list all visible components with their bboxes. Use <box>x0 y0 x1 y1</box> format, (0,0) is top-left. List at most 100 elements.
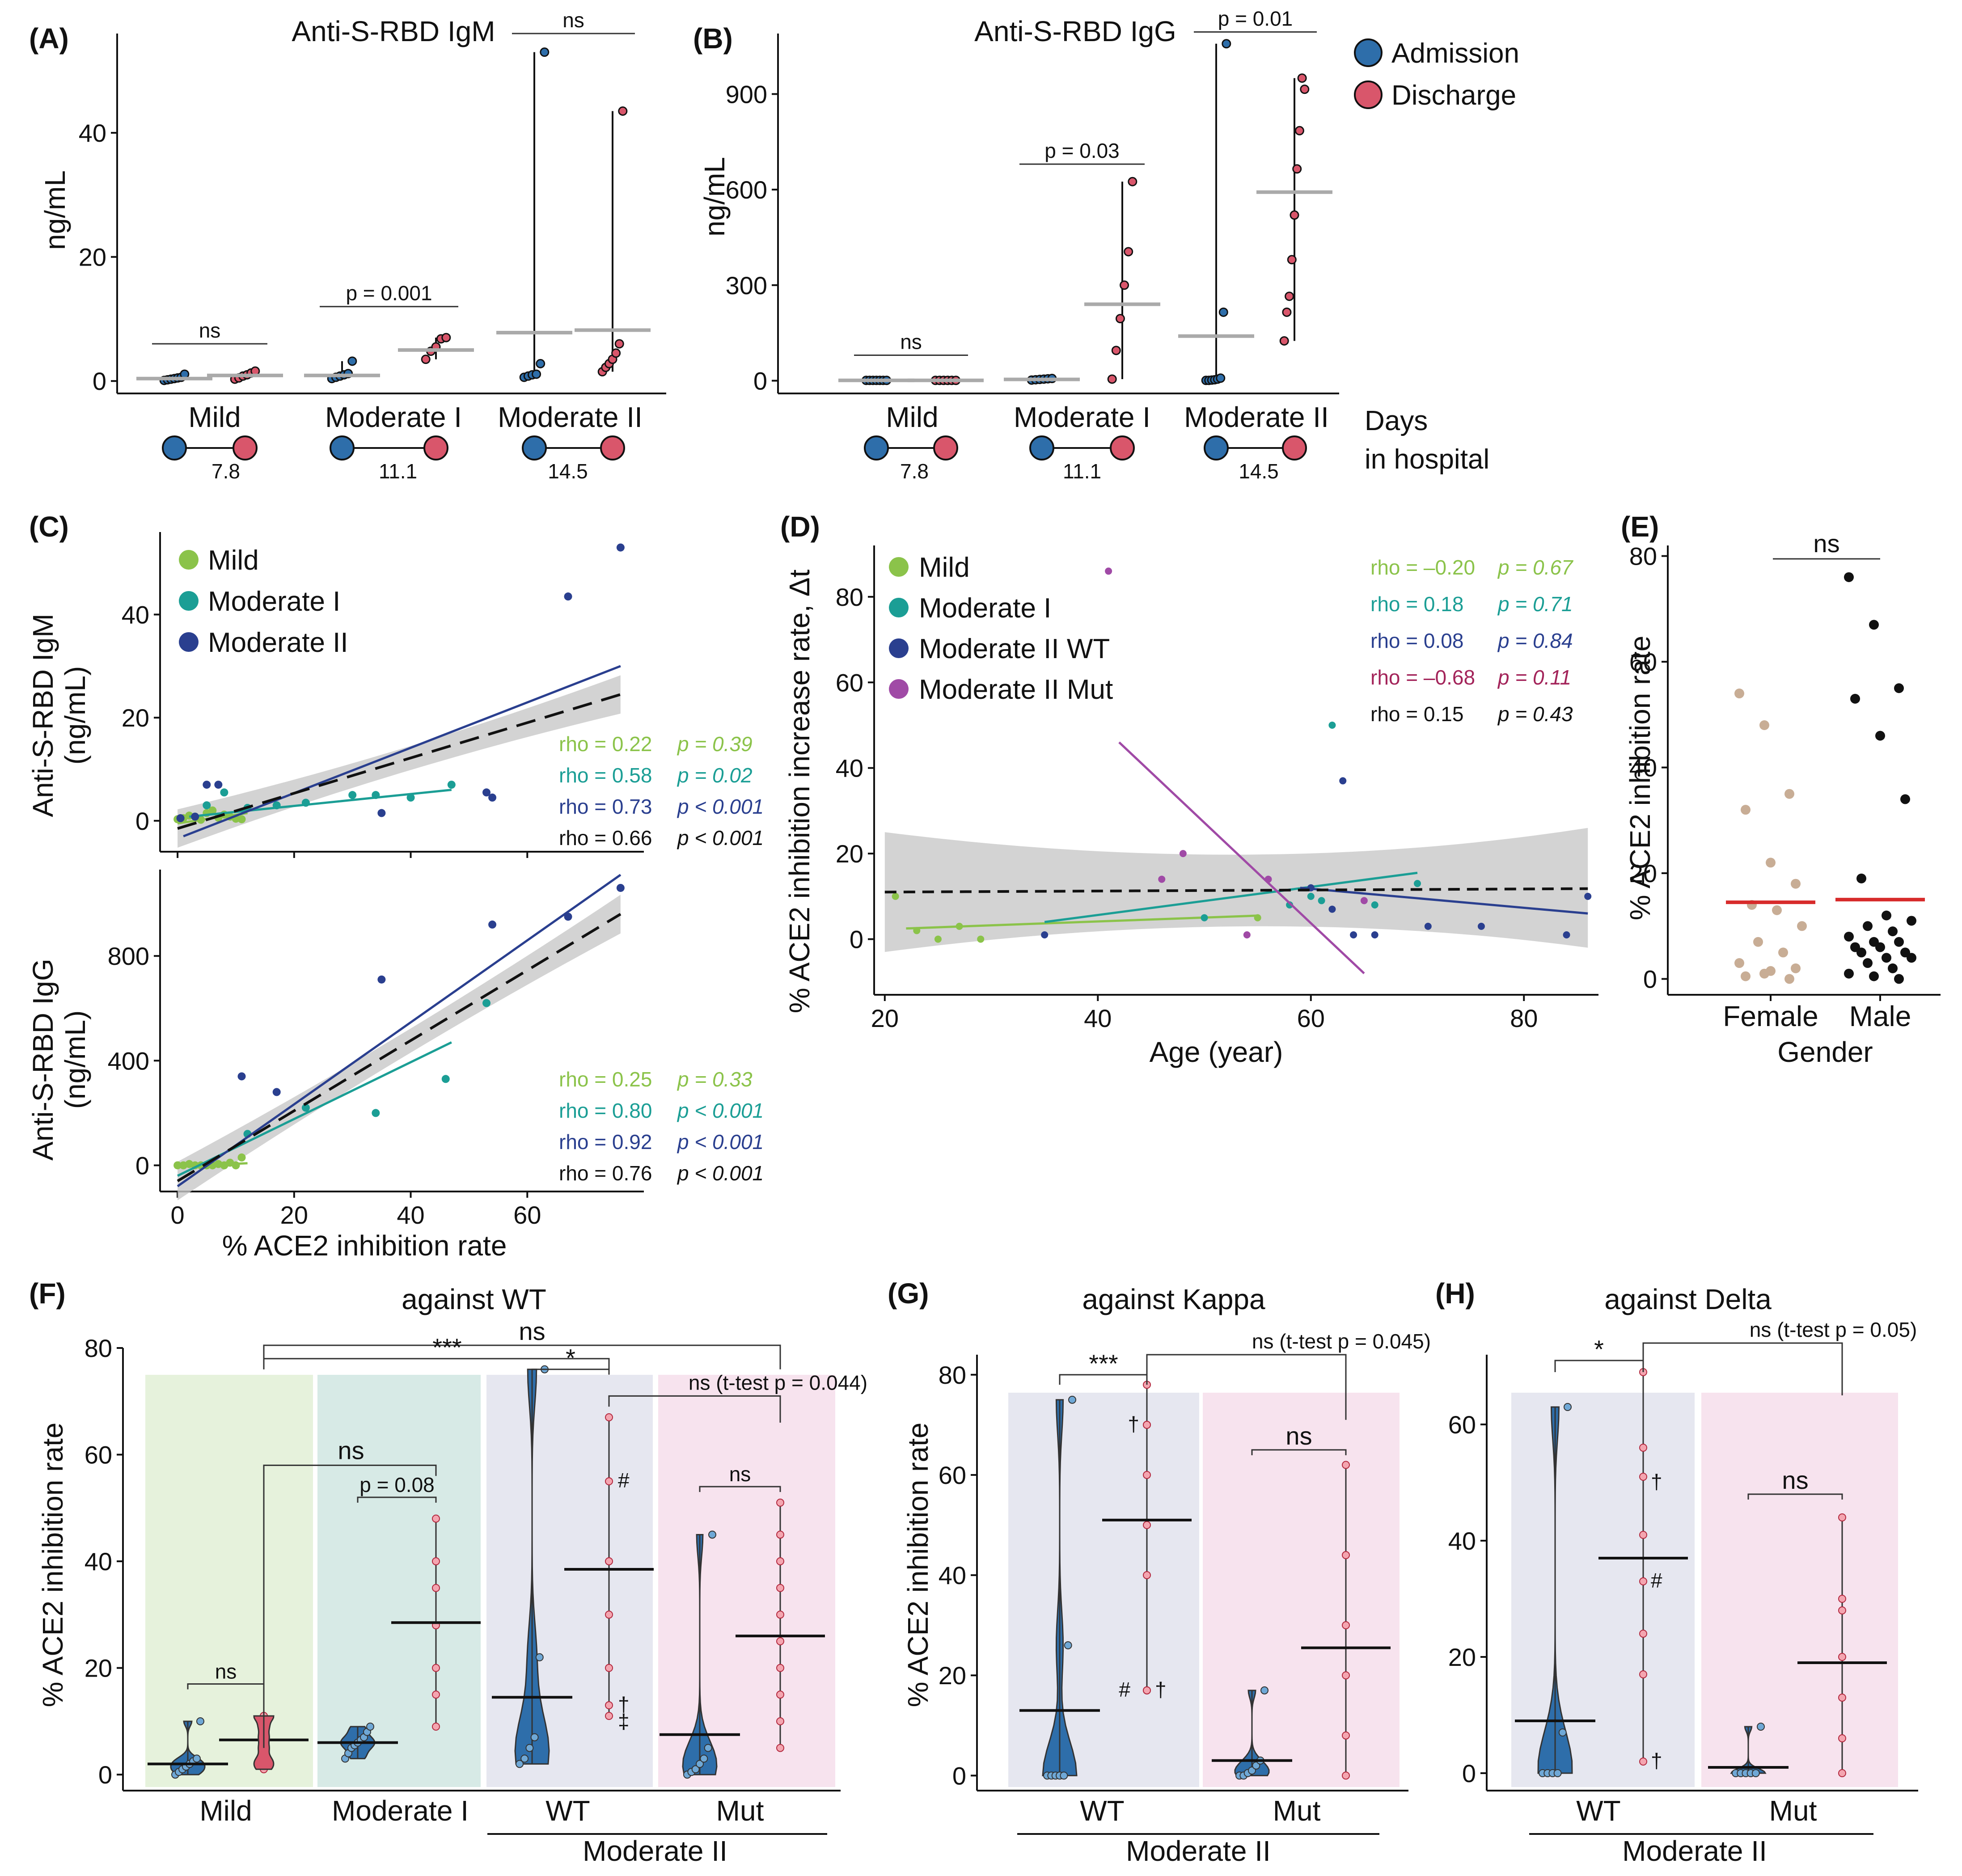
fit-line <box>183 665 621 837</box>
comparison-label: ns (t-test p = 0.045) <box>1252 1330 1431 1353</box>
stat-p: p < 0.001 <box>677 1099 764 1122</box>
data-point <box>432 1584 440 1592</box>
data-point <box>776 1717 784 1725</box>
data-point <box>776 1664 784 1672</box>
stat-rho: rho = 0.22 <box>559 732 652 756</box>
stat-p: p < 0.001 <box>677 795 764 818</box>
panel-d: (D) % ACE2 inhibition increase rate, Δt … <box>780 511 1283 1068</box>
data-point <box>1222 39 1231 49</box>
data-point <box>1894 974 1904 984</box>
data-point <box>1900 794 1910 804</box>
panel-c-top-ytick-label: 20 <box>122 704 149 732</box>
group-background <box>1203 1393 1400 1787</box>
panel-d-ytick-label: 80 <box>836 583 863 611</box>
data-point <box>1371 931 1378 938</box>
data-point <box>1734 689 1744 699</box>
data-point <box>1838 1769 1846 1777</box>
comparison-bracket <box>1747 1493 1843 1500</box>
data-point <box>1791 963 1801 973</box>
panel-e-ytick-label: 80 <box>1629 542 1657 570</box>
data-point <box>372 1109 380 1117</box>
legend-1-icon <box>889 598 909 617</box>
stat-rho: rho = 0.58 <box>559 764 652 787</box>
data-point <box>704 1744 712 1752</box>
data-point <box>1328 722 1336 729</box>
data-point <box>447 781 456 789</box>
data-point <box>892 892 899 900</box>
panel-8-ytick-label: 60 <box>1448 1411 1476 1439</box>
overall-fit-line <box>884 887 1588 894</box>
data-point <box>605 1664 613 1672</box>
data-point <box>432 1557 440 1566</box>
panel-7-ytick-label: 40 <box>939 1561 966 1589</box>
data-point <box>1124 247 1133 257</box>
panel-c-letter: (C) <box>29 511 69 543</box>
comparison-label: p = 0.001 <box>346 282 432 305</box>
data-point <box>1285 292 1294 301</box>
footnote-mark: † <box>1651 1470 1662 1493</box>
legend-2-icon <box>889 638 909 658</box>
data-point <box>1734 958 1744 968</box>
data-point <box>441 1075 450 1083</box>
data-point <box>532 369 541 379</box>
data-point <box>1838 1513 1846 1521</box>
data-point <box>1907 953 1916 963</box>
panel-g-group-label: Moderate II <box>1126 1835 1271 1867</box>
data-point <box>272 1088 281 1096</box>
data-point <box>1128 177 1137 186</box>
comparison-label: * <box>566 1344 575 1372</box>
data-point <box>776 1557 784 1566</box>
comparison-label: ns <box>1782 1466 1808 1494</box>
data-point <box>1639 1758 1647 1766</box>
panel-8-ytick-label: 20 <box>1448 1643 1476 1671</box>
panel-1-ytick-label: 0 <box>753 367 767 395</box>
comparison-label: ns <box>900 330 922 354</box>
data-point <box>1260 1686 1269 1694</box>
data-point <box>1844 931 1854 942</box>
data-point <box>564 592 572 601</box>
data-point <box>406 793 415 802</box>
panel-c-bottom-xtick-label: 60 <box>513 1201 541 1229</box>
panel-c-bottom-ytick-label: 400 <box>108 1047 149 1075</box>
footnote-mark: ‡ <box>618 1710 630 1733</box>
data-point <box>1784 974 1794 984</box>
panel-c-xlabel: % ACE2 inhibition rate <box>222 1230 507 1262</box>
panel-b-days-mild: 7.8 <box>900 460 929 483</box>
comparison-label: ns <box>1813 529 1839 558</box>
group-background <box>1701 1393 1898 1787</box>
legend-label: Moderate II <box>208 627 348 658</box>
panel-e-ytick-label: 40 <box>1629 754 1657 782</box>
data-point <box>1888 926 1898 937</box>
data-point <box>776 1637 784 1646</box>
data-point <box>977 935 985 943</box>
days-label-line2: in hospital <box>1365 444 1489 475</box>
panel-6-ytick-label: 40 <box>85 1547 112 1576</box>
panel-b-days-moderate-1: 11.1 <box>1063 460 1101 483</box>
panel-1-ytick-label: 600 <box>726 176 767 204</box>
data-point <box>1218 307 1228 317</box>
data-point <box>1844 968 1854 979</box>
data-point <box>432 1664 440 1672</box>
panel-a: (A) Anti-S-RBD IgM ng/mL Mild Moderate I… <box>29 15 643 483</box>
data-point <box>605 1610 613 1619</box>
stat-rho: rho = 0.73 <box>559 795 652 818</box>
panel-d-ytick-label: 20 <box>836 840 863 868</box>
stat-rho: rho = 0.66 <box>559 826 652 849</box>
panel-e-cat-female: Female <box>1723 1000 1818 1032</box>
panel-d-xtick-label: 80 <box>1510 1004 1538 1032</box>
data-point <box>441 333 451 342</box>
stat-rho: rho = 0.76 <box>559 1162 652 1185</box>
panel-6-ytick-label: 20 <box>85 1654 112 1682</box>
data-point <box>237 1153 246 1162</box>
group-background <box>145 1375 313 1787</box>
data-point <box>1287 255 1297 265</box>
stat-p: p = 0.71 <box>1497 592 1573 616</box>
legend-discharge-label: Discharge <box>1391 80 1516 111</box>
panel-a-cat-mild: Mild <box>188 401 241 433</box>
panel-1-ytick-label: 300 <box>726 271 767 300</box>
data-point <box>1107 374 1117 384</box>
data-point <box>776 1744 784 1752</box>
data-point <box>1264 875 1272 883</box>
stat-rho: rho = 0.15 <box>1370 702 1463 726</box>
